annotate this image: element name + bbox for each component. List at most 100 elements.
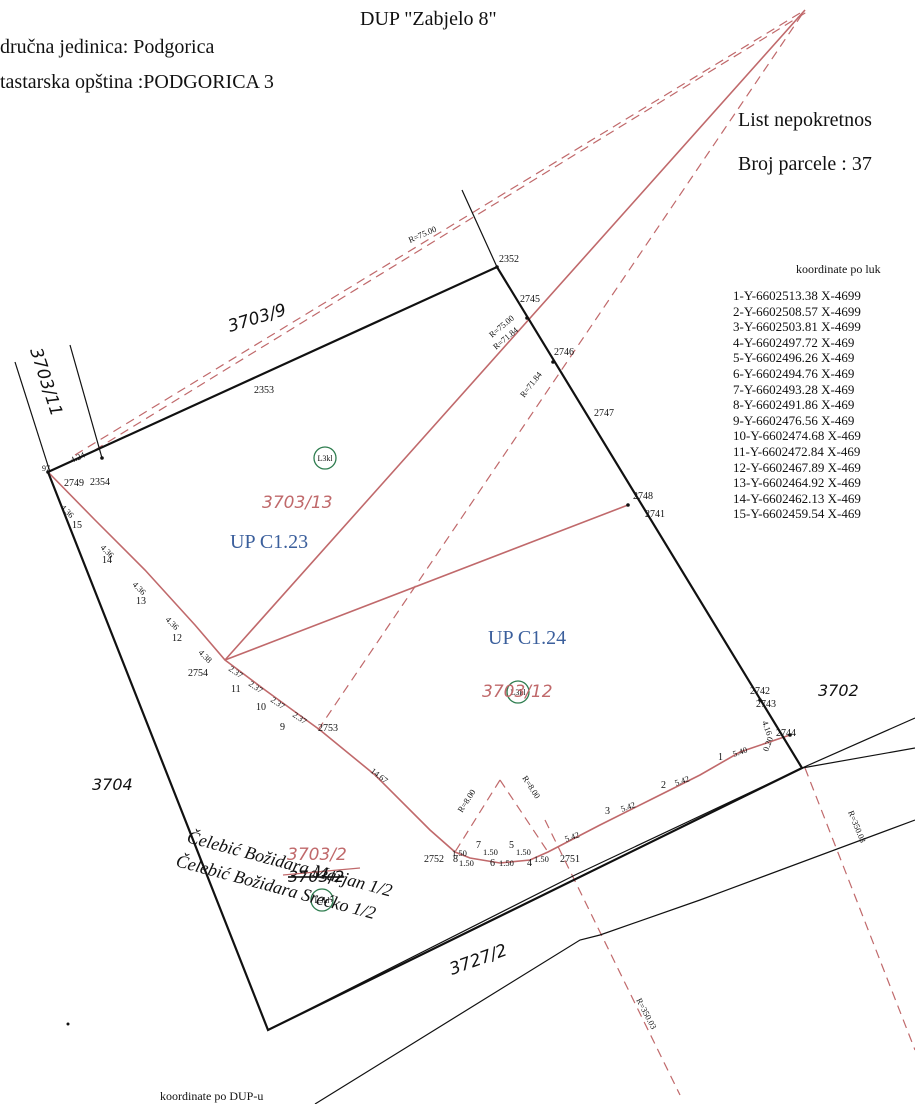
curve-point-3: 3 [605,806,610,817]
parcel-3703-9: 3703/9 [226,300,289,337]
dim-438: 4.38 [197,647,215,665]
coordinates-title: koordinate po luk [796,262,881,276]
parcel-3703-12: 3703/12 [482,682,553,702]
point-2741: 2741 [645,509,665,520]
marker-circle-2 [506,680,530,704]
point-2748: 2748 [633,491,653,502]
dim-150-c: 1.50 [483,847,498,857]
point-2754: 2754 [188,668,208,679]
dashed-line-r350-bottom [544,819,681,1096]
coordinate-row: 11-Y-6602472.84 X-469 [733,443,861,459]
curve-point-4: 4 [527,858,532,869]
coordinate-row: 12-Y-6602467.89 X-469 [733,459,861,475]
dim-1467: 14.67 [369,766,390,786]
coordinate-row: 10-Y-6602474.68 X-469 [733,428,861,444]
road-edge-right-a [801,717,915,769]
parcel-3703-13: 3703/13 [262,493,333,513]
plan-boundary-line [47,471,791,864]
zone-up-c1-23: UP C1.23 [230,531,308,553]
point-2352: 2352 [499,254,519,265]
boundary-3703-11-left [14,361,51,473]
plan-line-diagonal-b [224,504,629,661]
radius-350-a: R=350.03 [846,809,868,844]
curve-point-2: 2 [661,780,666,791]
road-edge-lower [267,767,803,1031]
dim-150-f: 1.50 [534,854,549,864]
parcel-3727-2: 3727/2 [447,940,510,979]
curve-point-15: 15 [72,520,82,531]
marker-label-1: L3kl [317,454,333,463]
point-2751: 2751 [560,854,580,865]
radius-7184-b: R=71.84 [518,369,545,399]
dim-424: 4.24 [69,449,87,464]
coordinate-row: 5-Y-6602496.26 X-469 [733,350,855,366]
coordinate-row: 6-Y-6602494.76 X-469 [733,365,855,381]
dim-150-a: 1.50 [452,848,467,858]
point-97: 97 [42,464,50,473]
unit-label: dručna jedinica: Podgorica [0,36,215,58]
curve-point-13: 13 [136,596,146,607]
coordinate-row: 15-Y-6602459.54 X-469 [733,506,861,522]
dim-542-a: 5.42 [563,829,580,843]
plan-title: DUP "Zabjelo 8" [360,8,497,30]
point-2742: 2742 [750,686,770,697]
coordinate-row: 9-Y-6602476.56 X-469 [733,412,855,428]
curve-point-1: 1 [718,752,723,763]
curve-point-9: 9 [280,722,285,733]
coordinate-row: 7-Y-6602493.28 X-469 [733,381,855,397]
point-2753: 2753 [318,723,338,734]
point-2745: 2745 [520,294,540,305]
curve-point-12: 12 [172,633,182,644]
dim-237-c: 2.37 [269,694,287,711]
plan-line-diagonal-a [224,9,806,661]
point-2353: 2353 [254,385,274,396]
parcel-3703-2: 3703/2 [287,845,347,865]
curve-point-14: 14 [102,555,112,566]
coordinate-row: 8-Y-6602491.86 X-469 [733,397,855,413]
dim-020: 0.20 [760,735,774,752]
zone-up-c1-24: UP C1.24 [488,627,566,649]
point-2746: 2746 [554,347,574,358]
parcel-3702: 3702 [818,681,859,700]
marker-label-3: L3kl [314,896,330,905]
boundary-3703-11-right [69,344,103,459]
marker-circle-3 [310,888,334,912]
curve-point-5: 5 [509,840,514,851]
radius-8-a: R=8.00 [455,787,477,814]
dashed-arc-line-r7184 [317,9,806,731]
sheet-label: List nepokretnos [738,109,872,131]
coordinate-row: 3-Y-6602503.81 X-4699 [733,319,861,335]
dim-436-d: 4.36 [164,614,182,632]
curve-point-8: 8 [453,854,458,865]
dim-150-e: 1.50 [499,858,514,868]
dim-237-d: 2.37 [291,709,309,726]
parcel-3703-2-old: 3703/2 [288,867,344,886]
dim-150-d: 1.50 [516,847,531,857]
parcel-3704: 3704 [92,775,133,794]
coordinate-row: 14-Y-6602462.13 X-469 [733,490,861,506]
point-2354: 2354 [90,477,110,488]
dim-237-b: 2.37 [247,678,265,695]
footer-label: koordinate po DUP-u [160,1089,264,1103]
road-edge-bottom [314,819,915,1104]
curve-point-7: 7 [476,840,481,851]
dim-436-c: 4.36 [131,579,149,597]
coordinates-list: 1-Y-6602513.38 X-4699 2-Y-6602508.57 X-46… [733,288,861,522]
municipality-label: tastarska opština :PODGORICA 3 [0,71,274,93]
parcel-number-label: Broj parcele : 37 [738,153,872,175]
boundary-top-extension [461,189,498,268]
point-2749: 2749 [64,478,84,489]
dim-150-b: 1.50 [459,858,474,868]
marker-label-2: L3kl [510,688,526,697]
dashed-arc-line-r75 [74,9,806,456]
point-2743: 2743 [756,699,776,710]
point-2752: 2752 [424,854,444,865]
road-edge-right-b [801,747,915,769]
dim-542-b: 5.42 [619,799,636,813]
coordinate-row: 1-Y-6602513.38 X-4699 [733,288,861,303]
point-2744: 2744 [776,728,796,739]
dim-237-a: 2.37 [227,663,245,680]
curve-point-11: 11 [231,684,241,695]
